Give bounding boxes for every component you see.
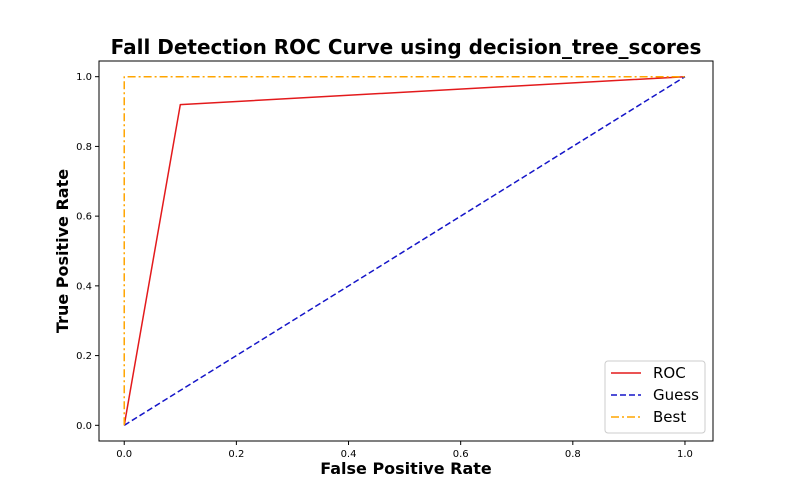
- series-best-line: [123, 75, 685, 426]
- x-tick-label: 1.0: [677, 449, 693, 460]
- x-tick-label: 0.6: [453, 449, 469, 460]
- x-tick-label: 0.4: [341, 449, 357, 460]
- legend-box: [604, 360, 706, 434]
- legend-label-guess: Guess: [653, 386, 699, 404]
- y-tick-label: 0.4: [76, 281, 92, 292]
- y-tick-label: 1.0: [76, 72, 92, 83]
- x-axis-ticks: 0.0 0.2 0.4 0.6 0.8 1.0: [116, 441, 693, 460]
- y-tick-label: 0.8: [76, 142, 92, 153]
- x-tick-label: 0.0: [116, 449, 132, 460]
- x-tick-label: 0.2: [228, 449, 244, 460]
- y-axis-ticks: 0.0 0.2 0.4 0.6 0.8 1.0: [76, 72, 99, 432]
- y-axis-label: True Positive Rate: [53, 169, 72, 333]
- plot-area: [123, 75, 686, 426]
- y-tick-label: 0.6: [76, 212, 92, 223]
- series-roc-line: [123, 75, 686, 426]
- y-tick-label: 0.0: [76, 421, 92, 432]
- legend-label-roc: ROC: [653, 364, 686, 382]
- series-guess-line: [123, 76, 686, 426]
- legend: ROC Guess Best: [604, 360, 706, 434]
- axes-frame: [98, 60, 714, 442]
- y-tick-label: 0.2: [76, 351, 92, 362]
- x-axis-label: False Positive Rate: [320, 459, 492, 478]
- chart-title: Fall Detection ROC Curve using decision_…: [111, 35, 702, 59]
- legend-label-best: Best: [653, 408, 686, 426]
- x-tick-label: 0.8: [565, 449, 581, 460]
